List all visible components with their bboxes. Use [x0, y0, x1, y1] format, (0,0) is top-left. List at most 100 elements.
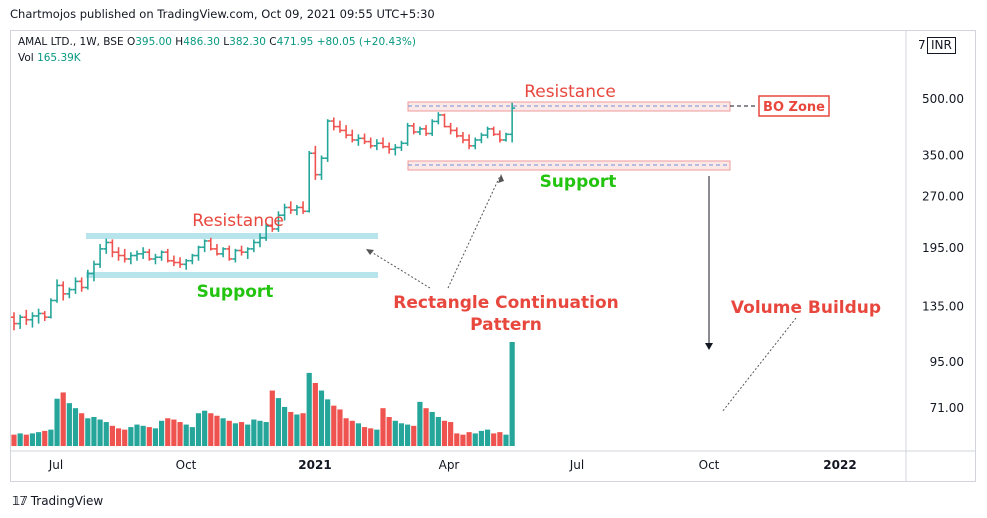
volume-bar — [245, 424, 251, 446]
candle — [312, 145, 319, 180]
candle — [158, 250, 165, 261]
volume-bar — [368, 428, 374, 446]
volume-bar — [103, 422, 109, 446]
high-value: 486.30 — [183, 36, 220, 48]
volume-bar — [288, 411, 294, 446]
open-label: O — [126, 36, 136, 48]
candle — [201, 239, 208, 253]
candle — [509, 102, 516, 143]
volume-bar — [195, 413, 202, 446]
candle — [238, 245, 245, 256]
candle — [177, 257, 184, 268]
tradingview-brand: TradingView — [30, 494, 104, 508]
volume-bar — [275, 398, 282, 446]
volume-bar — [331, 405, 337, 446]
candle — [300, 201, 307, 214]
price-tick-label: 71.00 — [930, 401, 964, 415]
volume-bar — [343, 418, 349, 446]
resistance-label-1: Resistance — [192, 211, 284, 231]
support-band-1 — [86, 272, 378, 278]
volume-bar — [466, 432, 472, 446]
candle — [318, 155, 325, 180]
price-tick-label: 270.00 — [922, 190, 964, 204]
volume-bar — [23, 434, 29, 446]
candle — [269, 217, 276, 232]
volume-bar — [509, 342, 515, 446]
candle — [306, 151, 313, 213]
candle — [140, 247, 147, 259]
candle — [275, 211, 282, 232]
pattern-label-line-2: Pattern — [470, 315, 542, 335]
candle — [343, 125, 350, 139]
candle — [11, 312, 17, 331]
candle — [453, 127, 460, 138]
low-value: 382.30 — [229, 36, 266, 48]
candle — [66, 287, 73, 299]
volume-bar — [257, 420, 263, 446]
volume-bar — [214, 415, 220, 446]
volume-bar — [48, 429, 54, 446]
tradingview-logo[interactable]: 𝟙𝟟 TradingView — [12, 494, 103, 508]
close-label: C — [269, 36, 277, 48]
volume-bar — [349, 420, 355, 446]
volume-bar — [171, 419, 177, 446]
candle — [23, 309, 30, 325]
candle — [134, 250, 140, 261]
currency-badge[interactable]: INR — [927, 37, 956, 54]
candle — [121, 248, 128, 263]
candle — [416, 126, 423, 136]
candle — [293, 204, 300, 216]
candle — [496, 130, 503, 143]
price-tick-label: 195.00 — [922, 241, 964, 255]
candle — [17, 314, 24, 329]
candle — [435, 112, 442, 125]
candle — [41, 311, 48, 322]
candle — [404, 122, 411, 146]
time-tick-label: 2022 — [823, 458, 856, 472]
volume-bar — [251, 419, 257, 446]
candle — [367, 137, 374, 149]
volume-arrow-head — [705, 343, 713, 350]
time-tick-label: Jul — [569, 458, 584, 472]
volume-bar — [337, 409, 343, 446]
candle — [459, 131, 466, 144]
candle — [90, 260, 97, 282]
candle — [146, 248, 153, 261]
candle — [386, 142, 393, 154]
volume-bar — [115, 428, 122, 446]
price-tick-label: 350.00 — [922, 148, 964, 162]
open-value: 395.00 — [135, 36, 172, 48]
volume-bar — [226, 420, 232, 446]
candle — [244, 247, 251, 259]
candle — [78, 277, 85, 292]
volume-bar — [411, 425, 417, 446]
candle — [484, 126, 491, 139]
volume-bar — [448, 422, 454, 446]
candle — [478, 132, 485, 144]
volume-bar — [91, 417, 97, 446]
volume-bar — [66, 403, 72, 446]
candle — [380, 137, 386, 149]
volume-bar — [503, 434, 509, 446]
volume-bar — [29, 433, 36, 446]
volume-bar — [238, 422, 245, 446]
volume-bar — [208, 413, 214, 446]
volume-bar — [374, 429, 380, 446]
candle — [109, 239, 116, 258]
candle — [429, 119, 436, 136]
candle — [213, 244, 220, 256]
volume-bar — [478, 430, 484, 446]
candle — [392, 144, 399, 156]
volume-bar — [392, 420, 398, 446]
candle — [336, 120, 343, 133]
candle — [349, 129, 356, 143]
volume-bar — [17, 433, 23, 446]
candle — [472, 137, 479, 150]
candle — [84, 269, 91, 290]
volume-bar — [152, 428, 159, 446]
candle — [423, 125, 430, 136]
candle — [263, 223, 270, 241]
close-value: 471.95 — [276, 36, 314, 48]
volume-bar — [134, 424, 140, 446]
